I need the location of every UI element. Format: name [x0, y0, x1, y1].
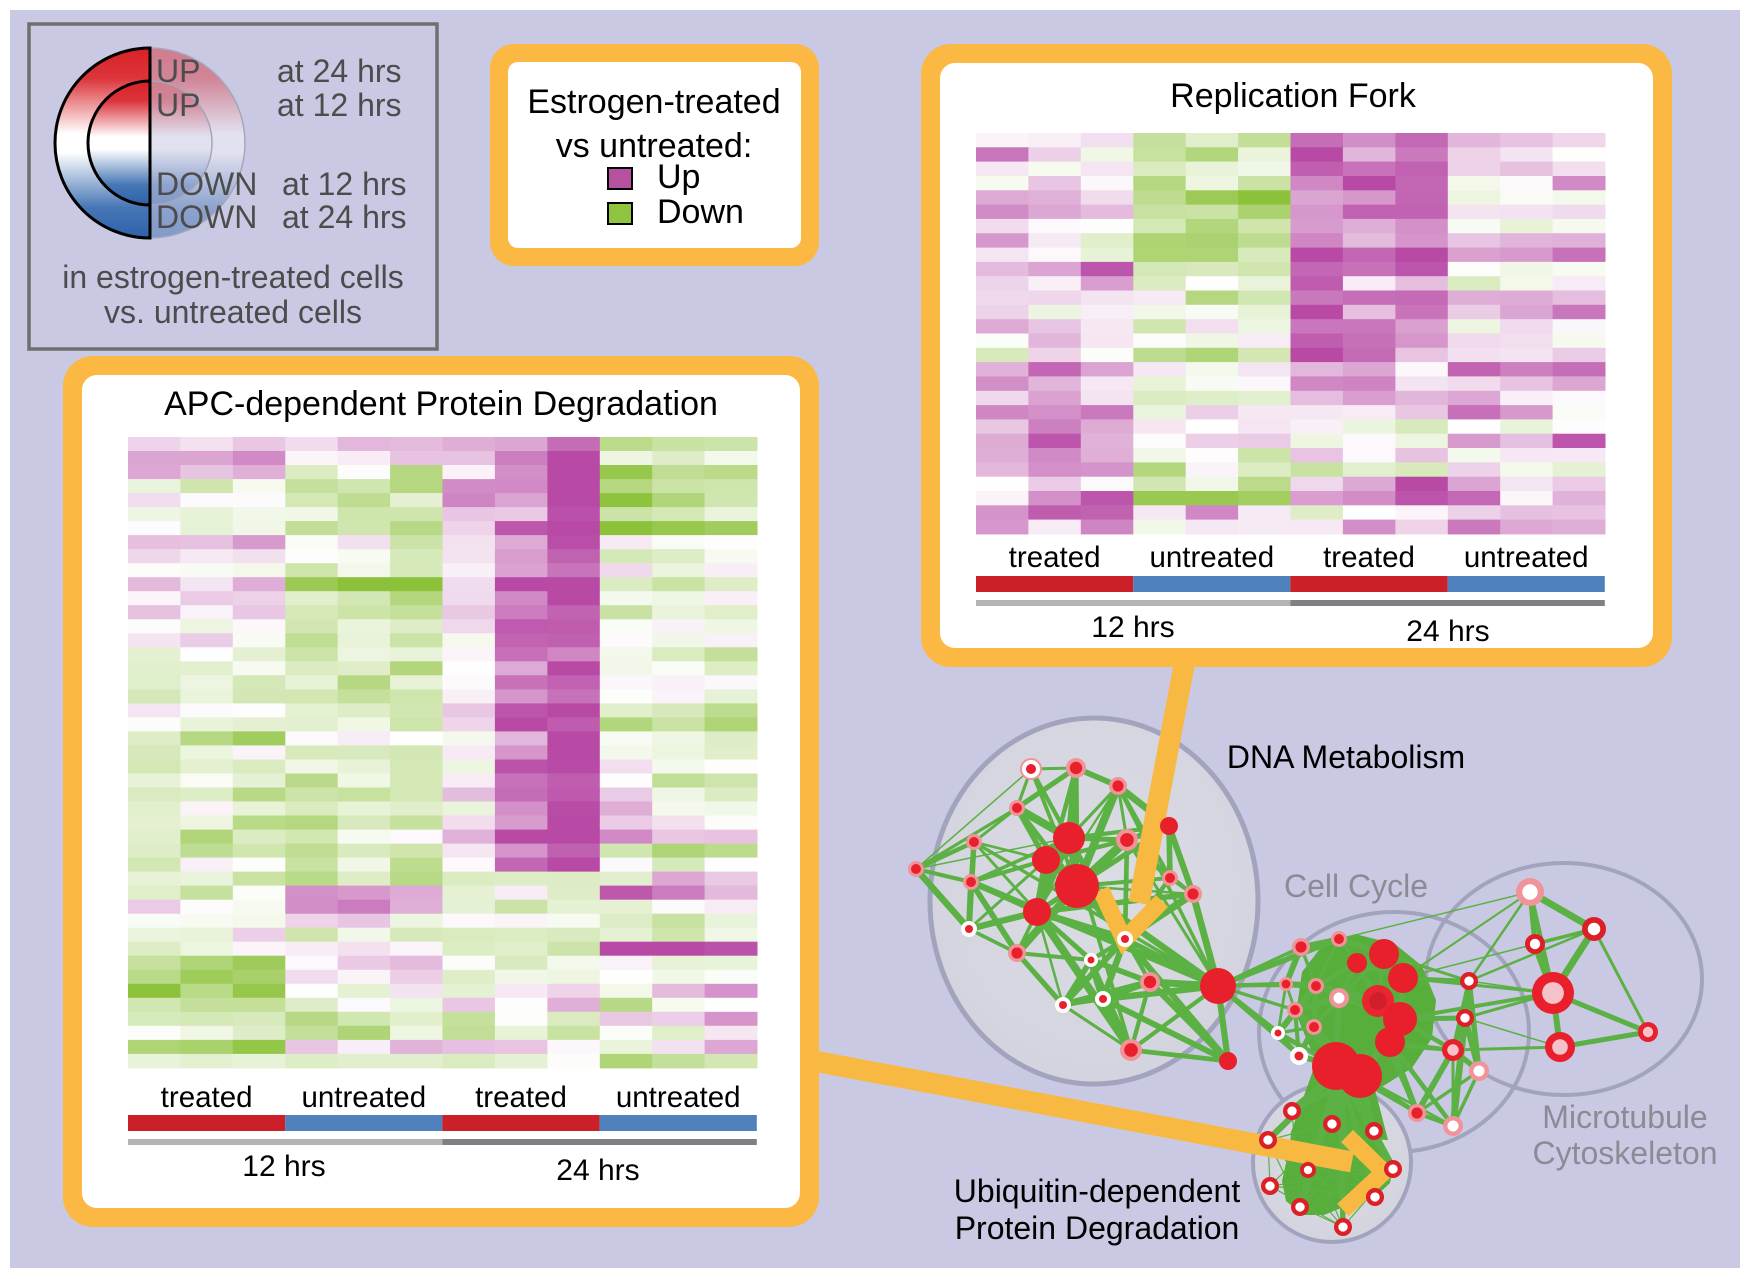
svg-text:Estrogen-treated: Estrogen-treated: [527, 83, 780, 121]
svg-text:at 12 hrs: at 12 hrs: [282, 166, 407, 202]
svg-text:at 12 hrs: at 12 hrs: [277, 87, 402, 123]
svg-text:DOWN: DOWN: [156, 199, 257, 235]
svg-text:vs. untreated cells: vs. untreated cells: [104, 294, 362, 330]
svg-text:untreated: untreated: [616, 1081, 741, 1114]
svg-text:Cytoskeleton: Cytoskeleton: [1533, 1135, 1718, 1171]
svg-text:APC-dependent Protein Degradat: APC-dependent Protein Degradation: [164, 385, 718, 423]
svg-text:24 hrs: 24 hrs: [1406, 615, 1489, 648]
svg-text:at 24 hrs: at 24 hrs: [277, 53, 402, 89]
svg-text:treated: treated: [1009, 541, 1101, 574]
svg-text:12 hrs: 12 hrs: [1091, 611, 1174, 644]
svg-text:Replication Fork: Replication Fork: [1170, 77, 1417, 115]
svg-text:treated: treated: [475, 1081, 567, 1114]
svg-text:UP: UP: [156, 53, 200, 89]
svg-text:untreated: untreated: [301, 1081, 426, 1114]
svg-text:Down: Down: [657, 193, 744, 231]
svg-text:Ubiquitin-dependent: Ubiquitin-dependent: [954, 1173, 1241, 1209]
svg-text:untreated: untreated: [1149, 541, 1274, 574]
svg-text:UP: UP: [156, 87, 200, 123]
svg-text:24 hrs: 24 hrs: [556, 1154, 639, 1187]
svg-text:Cell Cycle: Cell Cycle: [1284, 868, 1428, 904]
svg-text:at 24 hrs: at 24 hrs: [282, 199, 407, 235]
svg-text:treated: treated: [161, 1081, 253, 1114]
svg-text:in estrogen-treated cells: in estrogen-treated cells: [62, 259, 404, 295]
svg-text:Protein Degradation: Protein Degradation: [955, 1210, 1240, 1246]
svg-text:Up: Up: [657, 158, 700, 196]
svg-text:DNA Metabolism: DNA Metabolism: [1227, 739, 1465, 775]
svg-text:DOWN: DOWN: [156, 166, 257, 202]
svg-text:treated: treated: [1323, 541, 1415, 574]
svg-text:vs untreated:: vs untreated:: [556, 127, 753, 165]
svg-text:Microtubule: Microtubule: [1542, 1099, 1707, 1135]
svg-text:12 hrs: 12 hrs: [242, 1150, 325, 1183]
svg-text:untreated: untreated: [1464, 541, 1589, 574]
